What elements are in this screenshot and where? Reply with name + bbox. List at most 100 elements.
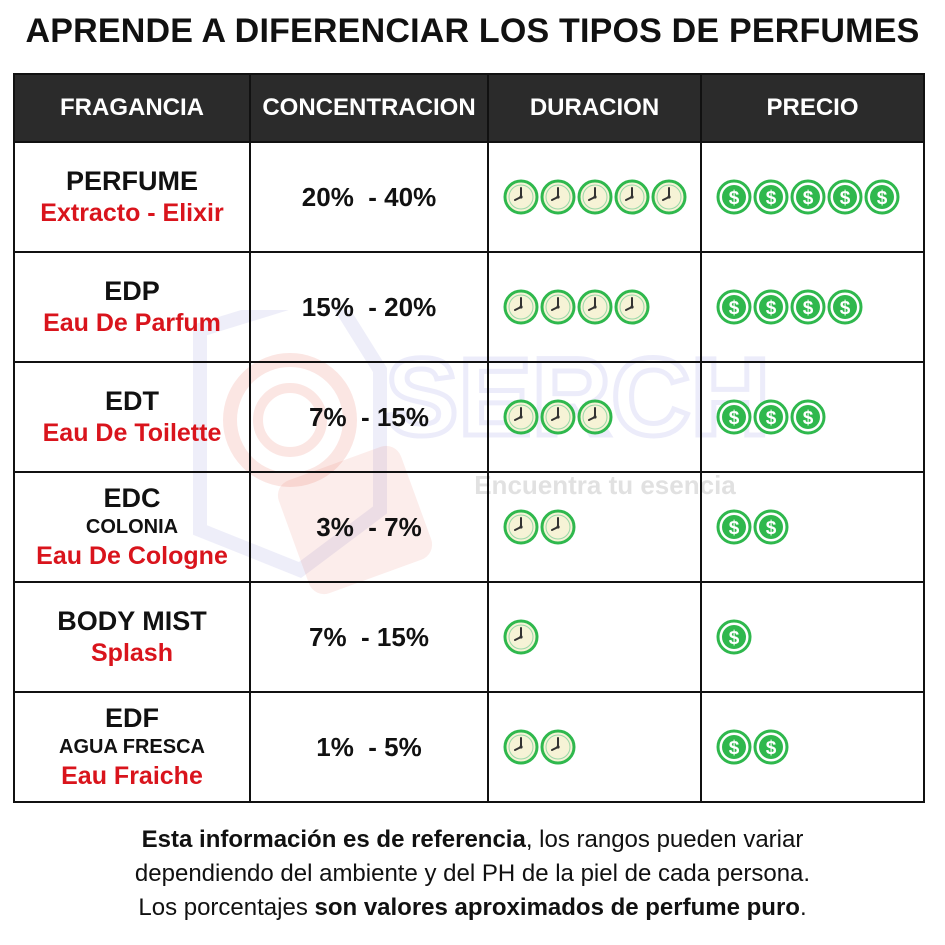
price-cell: $ $ $ $ $ (700, 141, 925, 253)
svg-text:$: $ (840, 188, 851, 209)
footer-line3-start: Los porcentajes (138, 894, 315, 921)
svg-text:$: $ (877, 188, 888, 209)
svg-text:$: $ (729, 738, 740, 759)
fragrance-alias: Eau Fraiche (61, 762, 203, 790)
clock-icon (503, 179, 539, 215)
concentration-cell: 7% - 15% (249, 361, 489, 473)
table-row: EDP Eau De Parfum 15% - 20% $ $ $ $ (13, 251, 925, 363)
dollar-coin-icon: $ (790, 399, 826, 435)
clock-icon (540, 729, 576, 765)
svg-text:$: $ (729, 408, 740, 429)
clock-icon (503, 509, 539, 545)
fragrance-alias: Eau De Toilette (42, 419, 222, 447)
fragrance-cell: EDT Eau De Toilette (13, 361, 251, 473)
svg-text:$: $ (766, 738, 777, 759)
clock-icon (540, 289, 576, 325)
concentration-value: 7% - 15% (309, 401, 429, 432)
concentration-value: 15% - 20% (301, 291, 437, 322)
header-precio: PRECIO (700, 73, 925, 143)
dollar-coin-icon: $ (790, 179, 826, 215)
dollar-coin-icon: $ (753, 729, 789, 765)
table-row: EDT Eau De Toilette 7% - 15% $ $ $ (13, 361, 925, 473)
footer-line1-rest: , los rangos pueden variar (525, 826, 804, 853)
fragrance-alias: Extracto - Elixir (40, 199, 224, 227)
clock-icon (503, 399, 539, 435)
footer-line2: dependiendo del ambiente y del PH de la … (134, 860, 811, 887)
fragrance-name: EDF (105, 703, 159, 733)
fragrance-name: BODY MIST (57, 606, 207, 636)
svg-text:$: $ (729, 628, 740, 649)
dollar-coin-icon: $ (827, 289, 863, 325)
fragrance-alias: Splash (91, 639, 173, 667)
fragrance-alias: Eau De Cologne (36, 542, 228, 570)
fragrance-cell: PERFUME Extracto - Elixir (13, 141, 251, 253)
dollar-coin-icon: $ (716, 179, 752, 215)
footer-line3-bold: son valores aproximados de perfume puro (314, 894, 800, 921)
dollar-coin-icon: $ (753, 509, 789, 545)
price-cell: $ $ (700, 471, 925, 583)
header-concentracion: CONCENTRACION (249, 73, 489, 143)
svg-text:$: $ (766, 408, 777, 429)
table-header-row: FRAGANCIA CONCENTRACION DURACION PRECIO (13, 73, 925, 143)
clock-icon (540, 509, 576, 545)
price-cell: $ $ (700, 691, 925, 803)
clock-icon (577, 399, 613, 435)
svg-text:$: $ (803, 188, 814, 209)
duration-cell (487, 471, 702, 583)
footer-line1-bold: Esta información es de referencia (141, 826, 526, 853)
concentration-cell: 7% - 15% (249, 581, 489, 693)
dollar-coin-icon: $ (716, 509, 752, 545)
fragrance-name: EDP (104, 276, 160, 306)
price-cell: $ (700, 581, 925, 693)
dollar-coin-icon: $ (790, 289, 826, 325)
concentration-cell: 20% - 40% (249, 141, 489, 253)
svg-text:$: $ (766, 298, 777, 319)
dollar-coin-icon: $ (716, 729, 752, 765)
dollar-coin-icon: $ (753, 399, 789, 435)
dollar-coin-icon: $ (753, 179, 789, 215)
svg-text:$: $ (729, 188, 740, 209)
fragrance-cell: EDP Eau De Parfum (13, 251, 251, 363)
header-fragancia: FRAGANCIA (13, 73, 251, 143)
concentration-cell: 15% - 20% (249, 251, 489, 363)
svg-text:$: $ (766, 188, 777, 209)
fragrance-name: EDC (103, 483, 161, 513)
dollar-coin-icon: $ (716, 619, 752, 655)
svg-text:$: $ (729, 518, 740, 539)
footer-note: Esta información es de referencia, los r… (0, 823, 945, 925)
fragrance-name: EDT (105, 386, 159, 416)
duration-cell (487, 691, 702, 803)
dollar-coin-icon: $ (753, 289, 789, 325)
concentration-value: 3% - 7% (316, 511, 422, 542)
fragrance-cell: EDC COLONIA Eau De Cologne (13, 471, 251, 583)
clock-icon (651, 179, 687, 215)
price-cell: $ $ $ (700, 361, 925, 473)
concentration-value: 20% - 40% (301, 181, 437, 212)
clock-icon (540, 179, 576, 215)
dollar-coin-icon: $ (827, 179, 863, 215)
concentration-value: 1% - 5% (316, 731, 422, 762)
table-row: PERFUME Extracto - Elixir 20% - 40% $ $ $ $ $ (13, 141, 925, 253)
perfume-types-table: FRAGANCIA CONCENTRACION DURACION PRECIO … (13, 73, 925, 803)
duration-cell (487, 581, 702, 693)
clock-icon (540, 399, 576, 435)
fragrance-name: PERFUME (65, 166, 198, 196)
clock-icon (503, 729, 539, 765)
price-cell: $ $ $ $ (700, 251, 925, 363)
dollar-coin-icon: $ (864, 179, 900, 215)
clock-icon (614, 179, 650, 215)
fragrance-cell: BODY MIST Splash (13, 581, 251, 693)
fragrance-subname: AGUA FRESCA (59, 736, 205, 758)
table-row: EDC COLONIA Eau De Cologne 3% - 7% $ $ (13, 471, 925, 583)
page-title: APRENDE A DIFERENCIAR LOS TIPOS DE PERFU… (25, 12, 920, 50)
fragrance-alias: Eau De Parfum (43, 309, 221, 337)
duration-cell (487, 361, 702, 473)
duration-cell (487, 141, 702, 253)
svg-text:$: $ (766, 518, 777, 539)
fragrance-subname: COLONIA (85, 516, 179, 538)
duration-cell (487, 251, 702, 363)
svg-text:$: $ (840, 298, 851, 319)
clock-icon (614, 289, 650, 325)
concentration-value: 7% - 15% (309, 621, 429, 652)
svg-text:$: $ (803, 298, 814, 319)
